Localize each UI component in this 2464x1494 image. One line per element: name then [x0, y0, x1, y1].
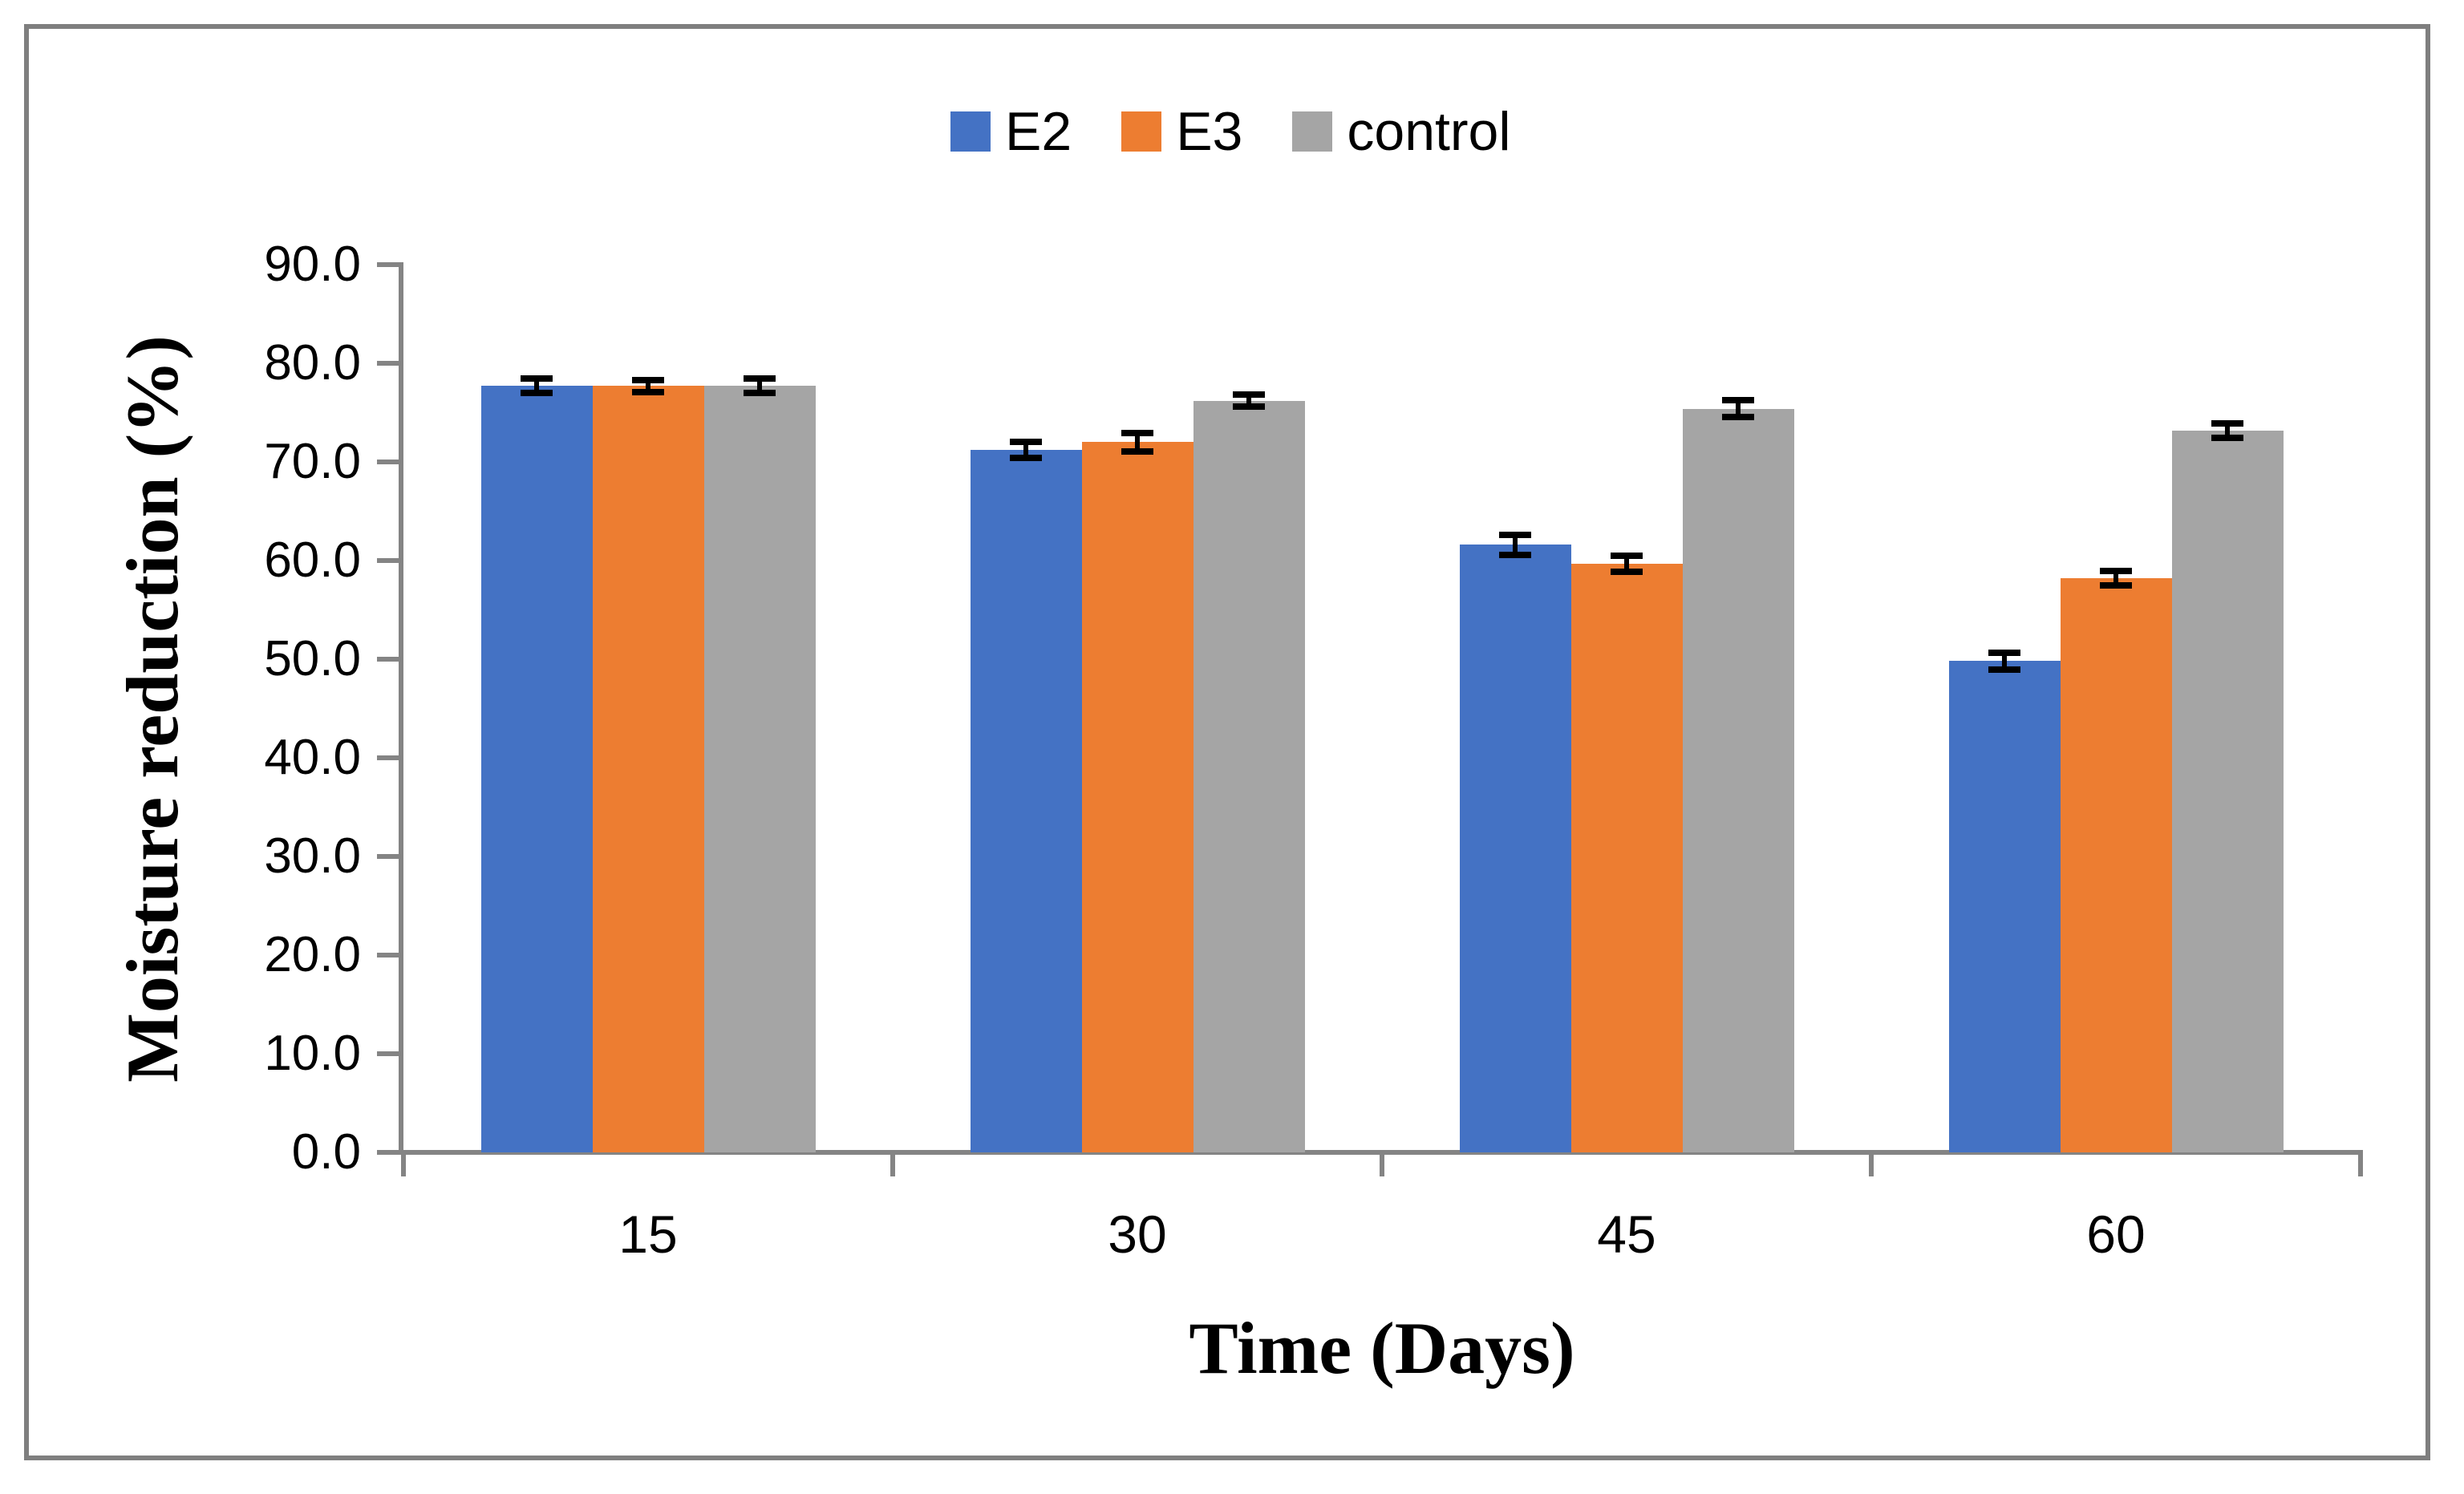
error-cap-top-E3-15 — [632, 376, 664, 383]
y-tick-label: 50.0 — [264, 631, 361, 686]
error-whisker-E3-15 — [646, 383, 650, 389]
x-tick — [1380, 1155, 1384, 1176]
bar-control-60 — [2171, 430, 2284, 1152]
legend-label-e2: E2 — [1005, 101, 1072, 162]
y-tick — [377, 558, 399, 563]
y-tick — [377, 460, 399, 464]
error-whisker-E3-30 — [1135, 436, 1140, 448]
legend-item-control: control — [1292, 101, 1511, 162]
legend-swatch-control — [1292, 111, 1333, 152]
error-whisker-E2-45 — [1513, 537, 1518, 552]
error-cap-bottom-E2-15 — [521, 390, 553, 397]
legend-label-e3: E3 — [1176, 101, 1243, 162]
error-whisker-E3-60 — [2113, 574, 2118, 583]
error-cap-bottom-control-45 — [1722, 413, 1754, 420]
x-category-label-30: 30 — [1108, 1205, 1167, 1264]
error-cap-top-control-15 — [744, 375, 776, 383]
y-tick — [377, 953, 399, 958]
error-cap-top-E3-60 — [2100, 568, 2132, 575]
bar-control-15 — [703, 386, 816, 1152]
y-tick-label: 10.0 — [264, 1026, 361, 1081]
y-tick-label: 60.0 — [264, 532, 361, 588]
x-category-label-60: 60 — [2086, 1205, 2146, 1264]
legend: E2 E3 control — [950, 101, 1511, 162]
y-tick-label: 40.0 — [264, 730, 361, 785]
x-category-label-45: 45 — [1597, 1205, 1656, 1264]
x-axis-title: Time (Days) — [1189, 1307, 1575, 1389]
bar-control-30 — [1193, 400, 1305, 1152]
bar-E2-30 — [970, 450, 1082, 1152]
error-cap-top-E2-30 — [1010, 439, 1042, 446]
bar-E2-15 — [480, 386, 593, 1152]
y-tick — [377, 755, 399, 760]
y-tick-label: 0.0 — [291, 1124, 361, 1180]
error-cap-bottom-control-60 — [2211, 434, 2243, 441]
error-cap-top-E2-45 — [1499, 531, 1531, 538]
y-axis-line — [399, 262, 403, 1155]
bar-E3-15 — [592, 386, 704, 1152]
x-tick — [2358, 1155, 2363, 1176]
error-cap-bottom-E2-45 — [1499, 551, 1531, 558]
bar-control-45 — [1682, 408, 1794, 1152]
y-axis-title: Moisture reduction (%) — [111, 335, 193, 1083]
error-cap-top-control-30 — [1233, 391, 1265, 399]
error-cap-bottom-E2-60 — [1988, 666, 2020, 673]
error-whisker-control-45 — [1736, 403, 1741, 414]
legend-label-control: control — [1347, 101, 1511, 162]
y-tick — [377, 854, 399, 859]
error-cap-top-E2-60 — [1988, 650, 2020, 657]
y-tick — [377, 1051, 399, 1056]
error-cap-bottom-E2-30 — [1010, 455, 1042, 462]
error-whisker-E2-60 — [2002, 656, 2007, 666]
y-tick — [377, 361, 399, 366]
y-tick — [377, 262, 399, 267]
bar-E3-60 — [2060, 578, 2172, 1152]
legend-swatch-e3 — [1121, 111, 1162, 152]
error-whisker-E2-30 — [1023, 445, 1028, 455]
error-cap-top-E2-15 — [521, 375, 553, 383]
x-tick — [401, 1155, 406, 1176]
error-cap-bottom-E3-15 — [632, 388, 664, 395]
bar-E3-45 — [1570, 563, 1683, 1152]
y-tick-label: 20.0 — [264, 927, 361, 982]
error-whisker-control-60 — [2225, 426, 2230, 435]
x-category-label-15: 15 — [618, 1205, 678, 1264]
error-cap-bottom-control-30 — [1233, 403, 1265, 411]
error-cap-bottom-E3-30 — [1121, 447, 1153, 455]
y-tick — [377, 657, 399, 662]
figure-border-frame — [24, 24, 2430, 1460]
bar-E2-60 — [1948, 661, 2061, 1152]
y-tick — [377, 1150, 399, 1155]
error-cap-top-E3-45 — [1611, 552, 1643, 559]
error-whisker-control-30 — [1246, 398, 1251, 404]
x-axis-line — [382, 1150, 2363, 1155]
error-cap-top-control-60 — [2211, 419, 2243, 427]
legend-item-e2: E2 — [950, 101, 1072, 162]
error-whisker-E2-15 — [534, 382, 539, 391]
bar-E3-30 — [1081, 442, 1194, 1152]
error-cap-top-E3-30 — [1121, 430, 1153, 437]
error-cap-top-control-45 — [1722, 397, 1754, 404]
legend-item-e3: E3 — [1121, 101, 1243, 162]
legend-swatch-e2 — [950, 111, 991, 152]
y-tick-label: 70.0 — [264, 434, 361, 489]
error-whisker-E3-45 — [1624, 558, 1629, 569]
y-tick-label: 90.0 — [264, 237, 361, 292]
error-cap-bottom-E3-45 — [1611, 568, 1643, 575]
error-cap-bottom-E3-60 — [2100, 582, 2132, 589]
y-tick-label: 80.0 — [264, 335, 361, 391]
error-cap-bottom-control-15 — [744, 390, 776, 397]
error-whisker-control-15 — [757, 382, 762, 391]
x-tick — [1869, 1155, 1874, 1176]
x-tick — [890, 1155, 895, 1176]
bar-E2-45 — [1459, 545, 1571, 1152]
y-tick-label: 30.0 — [264, 828, 361, 884]
